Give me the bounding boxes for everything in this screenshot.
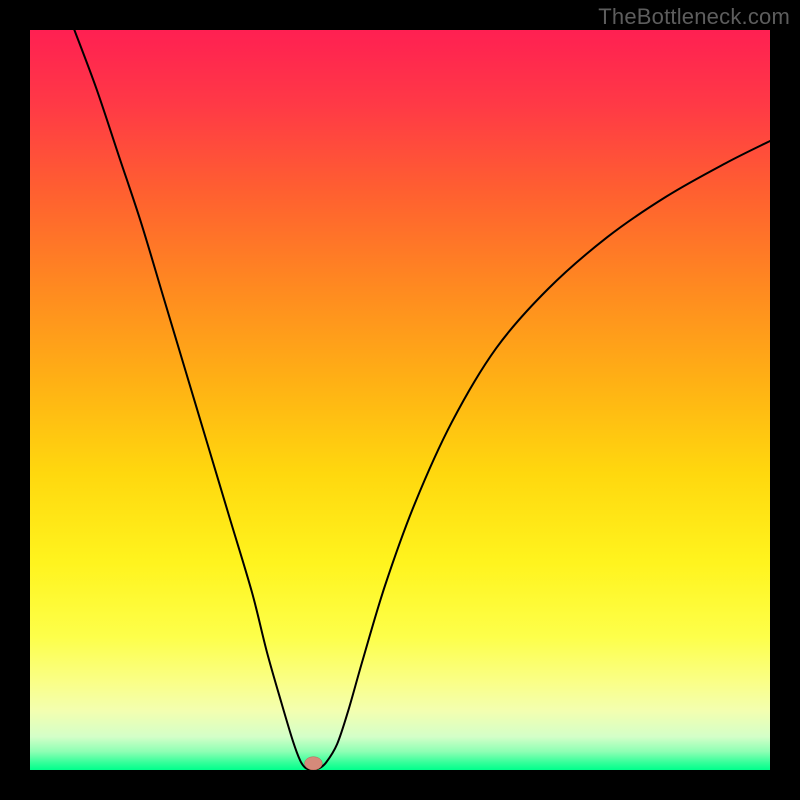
watermark-text: TheBottleneck.com — [598, 4, 790, 30]
chart-frame: TheBottleneck.com — [0, 0, 800, 800]
plot-area — [30, 30, 770, 770]
gradient-background — [30, 30, 770, 770]
optimum-marker — [305, 757, 323, 770]
bottleneck-chart-svg — [30, 30, 770, 770]
